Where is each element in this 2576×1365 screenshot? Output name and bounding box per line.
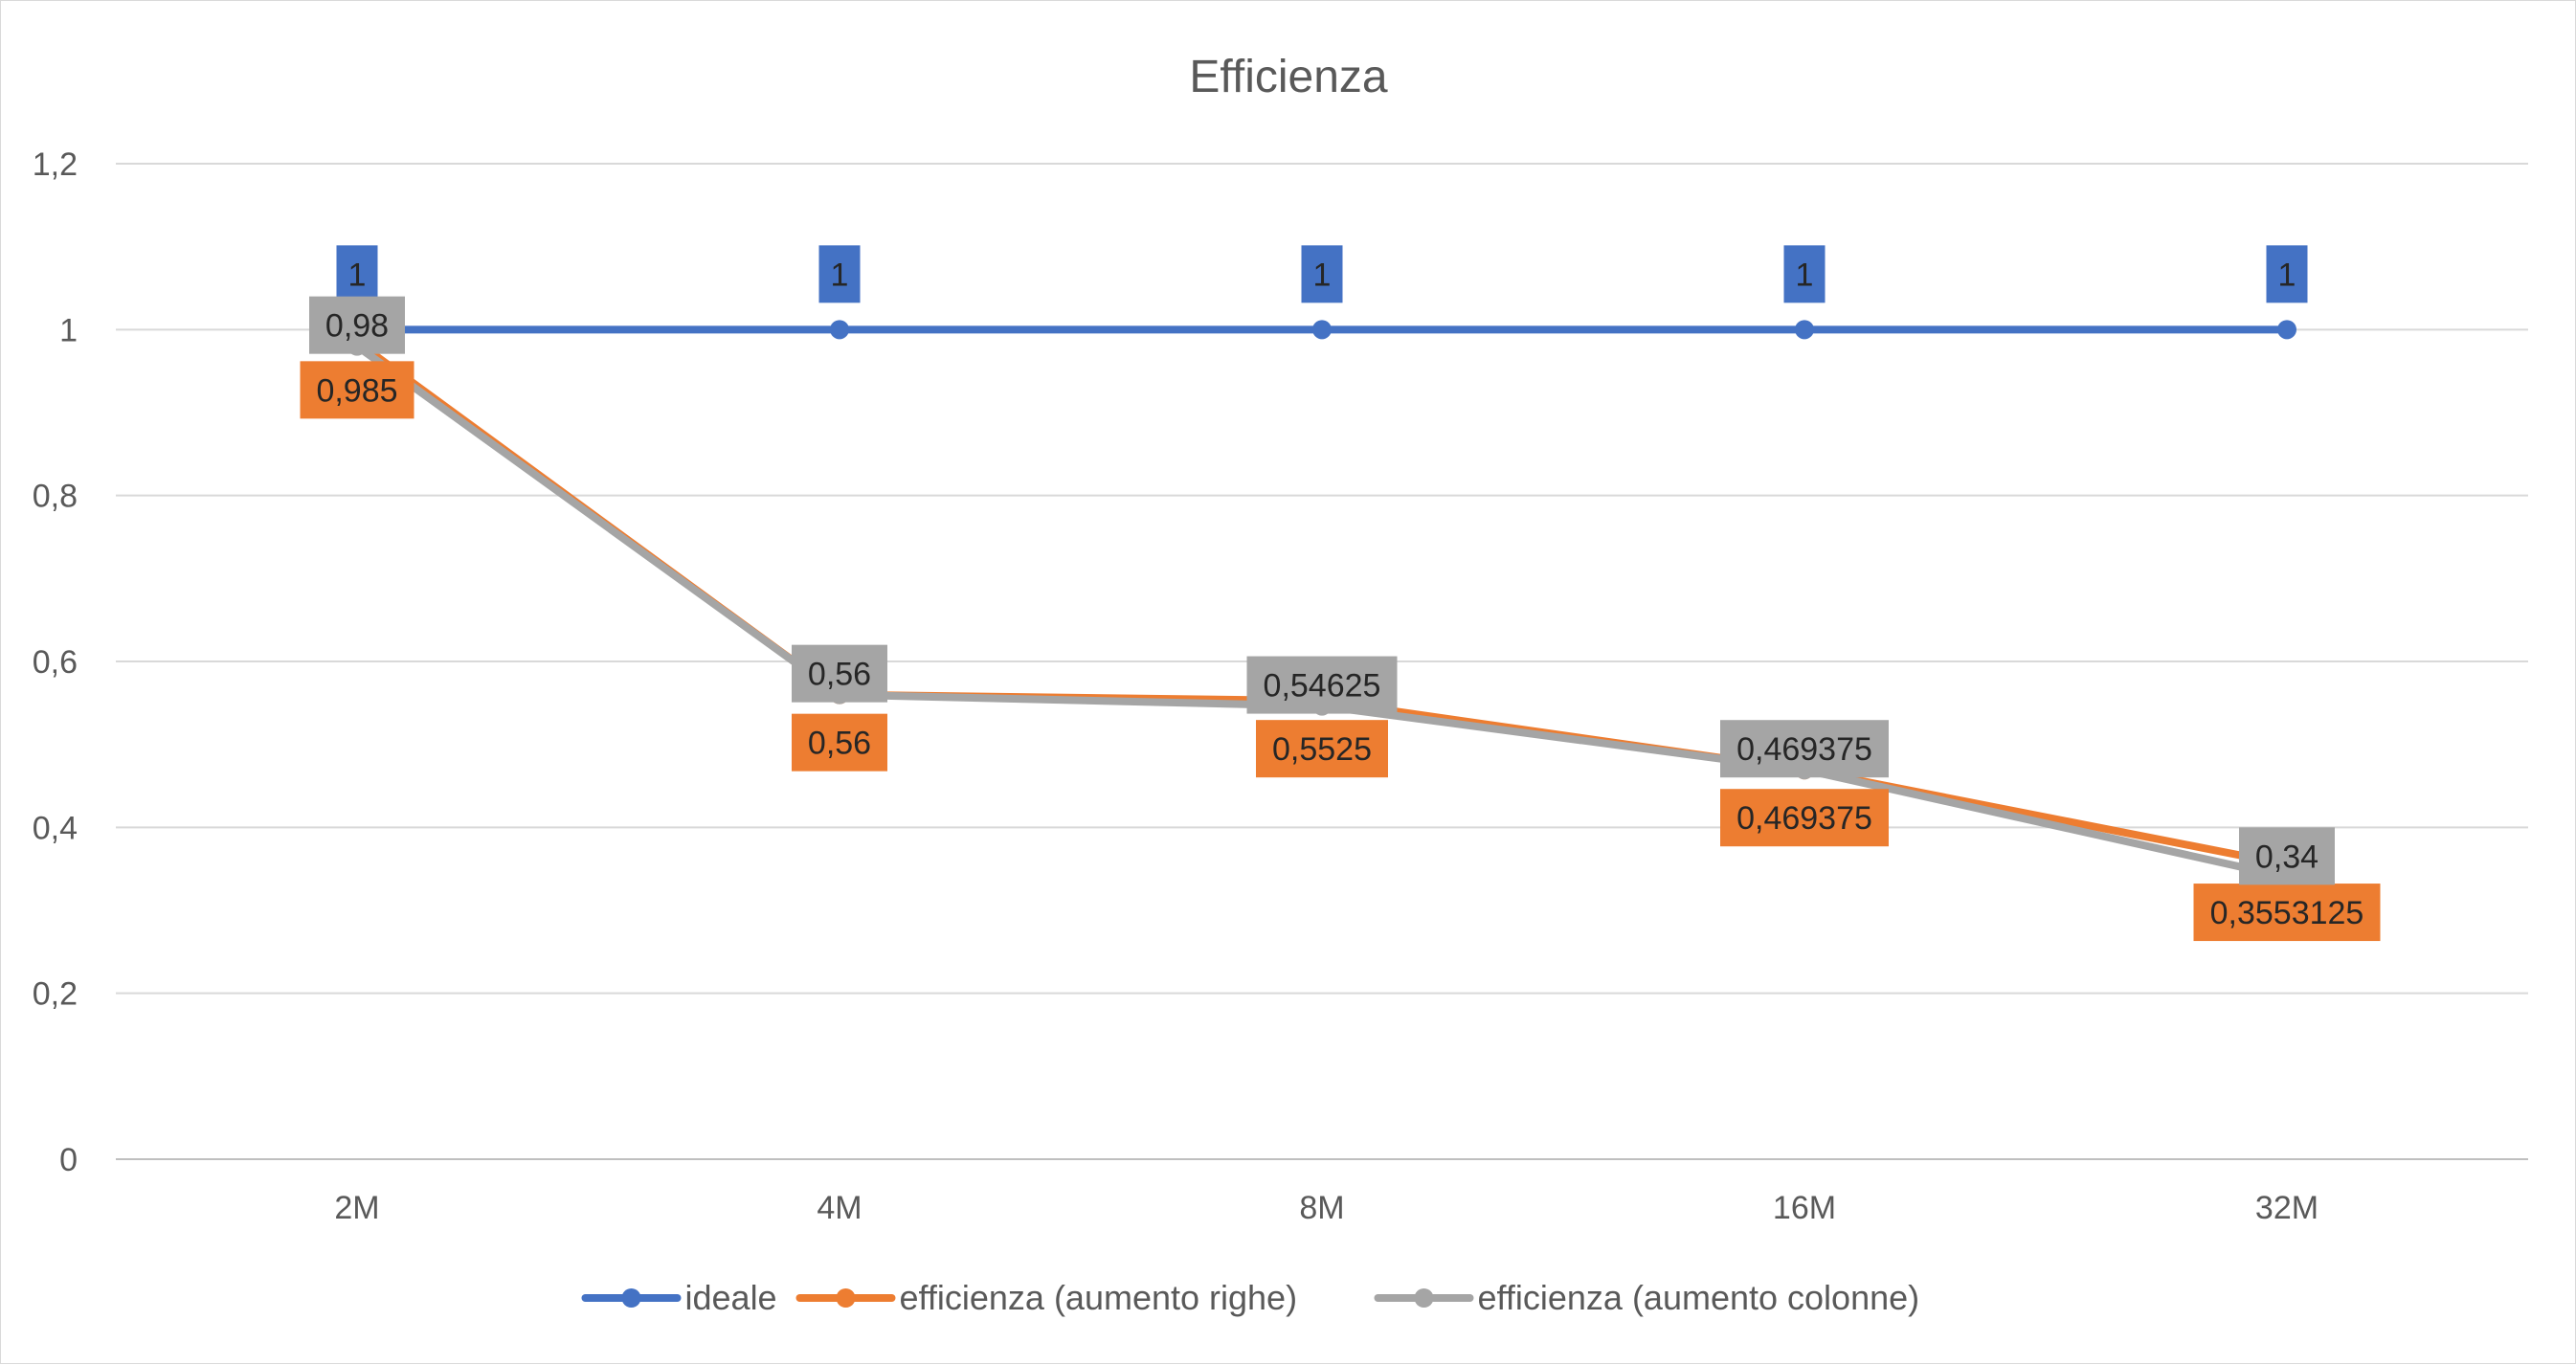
data-label: 1 bbox=[818, 245, 861, 303]
data-label-text: 0,34 bbox=[2255, 839, 2318, 875]
legend-label: ideale bbox=[685, 1278, 777, 1317]
series-layer bbox=[347, 320, 2296, 887]
data-label-box bbox=[1720, 789, 1889, 847]
data-point bbox=[2277, 320, 2296, 340]
data-label: 0,5525 bbox=[1256, 720, 1388, 778]
legend-item-2: efficienza (aumento colonne) bbox=[1374, 1278, 1920, 1317]
y-axis: 0 0,2 0,4 0,6 0,8 1 1,2 bbox=[33, 146, 78, 1178]
y-tick-label: 1,2 bbox=[33, 146, 78, 183]
data-label: 0,469375 bbox=[1720, 720, 1889, 778]
data-point bbox=[1312, 320, 1332, 340]
y-tick-label: 0,8 bbox=[33, 479, 78, 515]
data-label-text: 0,54625 bbox=[1264, 668, 1381, 705]
data-label-text: 1 bbox=[831, 257, 849, 293]
data-label-text: 0,469375 bbox=[1736, 800, 1872, 837]
x-tick-label: 2M bbox=[334, 1190, 379, 1226]
chart-title: Efficienza bbox=[1189, 52, 1388, 102]
y-tick-label: 0 bbox=[59, 1142, 78, 1178]
data-label-box bbox=[792, 713, 887, 772]
legend-swatch-marker bbox=[1414, 1288, 1434, 1308]
y-tick-label: 0,4 bbox=[33, 810, 78, 846]
y-tick-label: 0,6 bbox=[33, 644, 78, 681]
data-label: 1 bbox=[336, 245, 378, 303]
data-label: 0,56 bbox=[792, 713, 887, 772]
data-label-box bbox=[1783, 245, 1826, 303]
series-line bbox=[353, 342, 2291, 882]
data-label-box bbox=[2239, 827, 2335, 885]
data-label: 0,98 bbox=[309, 296, 405, 354]
data-label-text: 1 bbox=[348, 257, 367, 293]
data-labels: 1 1 1 1 1 0,985 0,56 0,5525 0,469375 0,3553125 0,9… bbox=[300, 245, 2381, 942]
data-label-box bbox=[1301, 245, 1343, 303]
data-label-box bbox=[309, 296, 405, 354]
series-1 bbox=[347, 332, 2296, 875]
legend-label: efficienza (aumento colonne) bbox=[1478, 1278, 1920, 1317]
series-0 bbox=[347, 320, 2296, 340]
x-tick-label: 4M bbox=[817, 1190, 862, 1226]
x-tick-label: 8M bbox=[1299, 1190, 1344, 1226]
data-label-text: 1 bbox=[1796, 257, 1814, 293]
legend-label: efficienza (aumento righe) bbox=[900, 1278, 1298, 1317]
data-label: 0,54625 bbox=[1246, 656, 1398, 714]
data-label-text: 0,469375 bbox=[1736, 731, 1872, 768]
data-label-box bbox=[2266, 245, 2308, 303]
data-label-box bbox=[2193, 884, 2381, 942]
data-label-text: 0,56 bbox=[808, 657, 871, 693]
data-label: 0,469375 bbox=[1720, 789, 1889, 847]
x-tick-label: 32M bbox=[2255, 1190, 2318, 1226]
data-label-box bbox=[336, 245, 378, 303]
data-label-text: 1 bbox=[1313, 257, 1332, 293]
data-label-text: 0,985 bbox=[316, 372, 397, 409]
data-label-box bbox=[300, 361, 414, 419]
legend-swatch-marker bbox=[621, 1288, 641, 1308]
data-label-text: 0,5525 bbox=[1272, 731, 1372, 768]
data-label: 1 bbox=[1783, 245, 1826, 303]
y-tick-label: 0,2 bbox=[33, 976, 78, 1013]
data-label: 1 bbox=[1301, 245, 1343, 303]
data-label-text: 0,98 bbox=[325, 308, 389, 345]
legend-item-1: efficienza (aumento righe) bbox=[795, 1278, 1298, 1317]
data-label: 0,56 bbox=[792, 644, 887, 703]
data-label-text: 0,3553125 bbox=[2210, 895, 2364, 931]
x-axis: 2M 4M 8M 16M 32M bbox=[334, 1190, 2318, 1226]
y-tick-label: 1 bbox=[59, 312, 78, 348]
data-label: 1 bbox=[2266, 245, 2308, 303]
data-point bbox=[830, 320, 849, 340]
legend: ideale efficienza (aumento righe) efficien… bbox=[581, 1278, 1920, 1317]
data-label-box bbox=[1720, 720, 1889, 778]
data-point bbox=[1795, 320, 1814, 340]
legend-item-0: ideale bbox=[581, 1278, 777, 1317]
data-label-box bbox=[1246, 656, 1398, 714]
data-label: 0,985 bbox=[300, 361, 414, 419]
legend-swatch-marker bbox=[836, 1288, 856, 1308]
data-label-box bbox=[792, 644, 887, 703]
data-label: 0,34 bbox=[2239, 827, 2335, 885]
data-label-text: 1 bbox=[2278, 257, 2296, 293]
series-2 bbox=[347, 336, 2296, 887]
x-tick-label: 16M bbox=[1773, 1190, 1836, 1226]
data-label-box bbox=[1256, 720, 1388, 778]
data-label-box bbox=[818, 245, 861, 303]
series-line bbox=[353, 338, 2291, 869]
data-label: 0,3553125 bbox=[2193, 884, 2381, 942]
data-label-text: 0,56 bbox=[808, 726, 871, 762]
